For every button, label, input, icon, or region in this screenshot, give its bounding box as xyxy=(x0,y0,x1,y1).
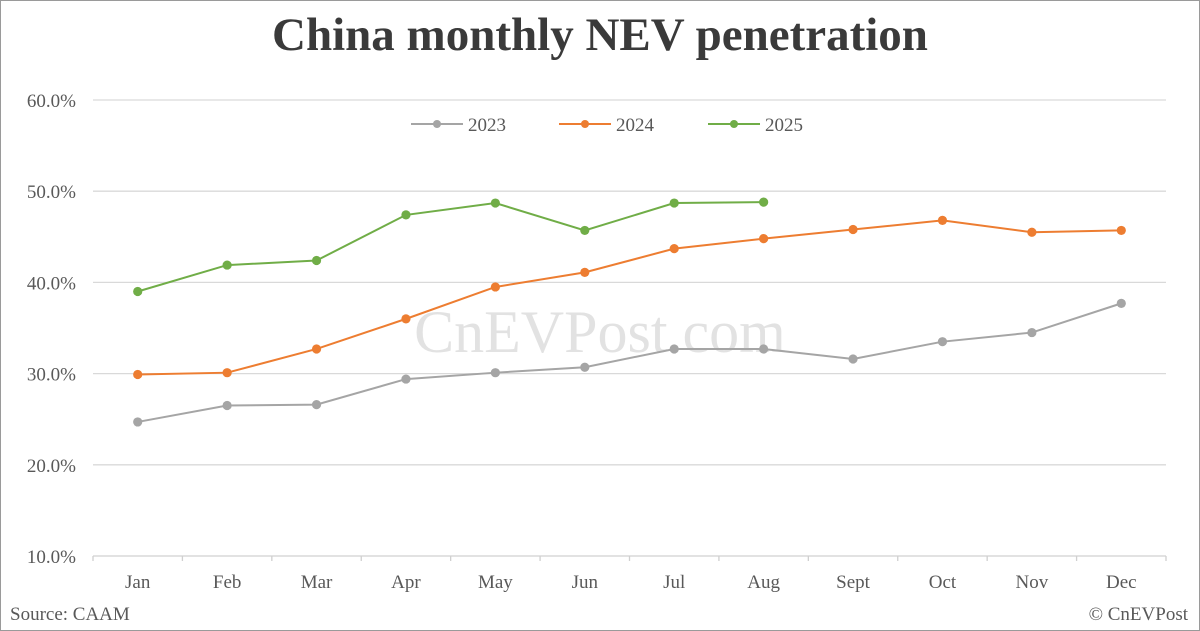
data-point xyxy=(222,368,232,378)
x-tick-label: Oct xyxy=(929,572,957,593)
watermark: CnEVPost.com xyxy=(414,299,786,365)
data-point xyxy=(1027,327,1037,338)
x-tick-label: Feb xyxy=(213,572,242,593)
legend-label: 2024 xyxy=(616,115,655,136)
legend: 2023 2024 2025 xyxy=(411,115,803,136)
data-point xyxy=(1116,298,1126,308)
legend-label: 2025 xyxy=(765,115,803,136)
legend-swatch-marker xyxy=(433,120,441,128)
y-tick-label: 40.0% xyxy=(27,273,76,294)
y-tick-label: 60.0% xyxy=(27,91,76,112)
series-lines xyxy=(133,197,1126,427)
x-axis: Jan Feb Mar Apr May Jun Jul Aug Sept Oct Nov Dec xyxy=(92,555,1167,593)
legend-label: 2023 xyxy=(468,115,506,136)
x-tick-label: May xyxy=(478,572,513,593)
data-point xyxy=(1116,225,1126,236)
x-tick-label: Nov xyxy=(1016,572,1049,593)
legend-swatch-marker xyxy=(730,120,738,128)
series-2024 xyxy=(133,215,1126,380)
data-point xyxy=(311,344,322,354)
data-point xyxy=(222,260,232,270)
source-note: Source: CAAM xyxy=(10,604,130,625)
legend-item-2024: 2024 xyxy=(559,115,655,136)
data-point xyxy=(759,344,769,354)
data-point xyxy=(669,198,679,208)
data-point xyxy=(490,282,500,292)
series-line xyxy=(137,201,764,293)
data-point xyxy=(133,369,143,380)
data-point xyxy=(580,225,590,236)
data-point xyxy=(1027,227,1037,237)
x-tick-label: Aug xyxy=(747,572,780,593)
x-tick-label: Dec xyxy=(1106,572,1137,593)
x-tick-label: Mar xyxy=(301,572,333,593)
y-tick-label: 10.0% xyxy=(27,547,76,568)
y-axis: 10.0% 20.0% 30.0% 40.0% 50.0% 60.0% xyxy=(27,91,76,568)
data-point xyxy=(848,354,858,364)
data-point xyxy=(669,344,679,354)
data-point xyxy=(937,337,948,347)
data-point xyxy=(401,210,411,220)
data-point xyxy=(759,197,769,207)
y-tick-label: 50.0% xyxy=(27,182,76,203)
data-point xyxy=(222,400,232,411)
legend-swatch-marker xyxy=(581,120,589,128)
x-tick-label: Jan xyxy=(125,572,151,593)
copyright-note: © CnEVPost xyxy=(1088,604,1188,625)
x-tick-label: Jul xyxy=(663,572,685,593)
legend-item-2025: 2025 xyxy=(708,115,803,136)
x-tick-label: Sept xyxy=(836,572,871,593)
data-point xyxy=(490,198,500,208)
y-tick-label: 20.0% xyxy=(27,456,76,477)
data-point xyxy=(937,215,948,225)
data-point xyxy=(133,417,143,427)
data-point xyxy=(580,267,590,277)
series-line xyxy=(137,219,1122,376)
x-tick-label: Apr xyxy=(391,572,421,593)
y-tick-label: 30.0% xyxy=(27,365,76,386)
gridlines xyxy=(93,99,1166,466)
data-point xyxy=(133,286,143,297)
series-line xyxy=(137,302,1122,423)
chart-title: China monthly NEV penetration xyxy=(272,9,928,61)
data-point xyxy=(580,362,590,372)
data-point xyxy=(401,314,411,324)
data-point xyxy=(490,368,500,378)
data-point xyxy=(311,255,322,266)
data-point xyxy=(669,244,679,254)
series-2025 xyxy=(133,197,769,297)
data-point xyxy=(848,224,858,235)
data-point xyxy=(759,234,769,244)
x-tick-label: Jun xyxy=(572,572,599,593)
series-2023 xyxy=(133,298,1126,427)
data-point xyxy=(311,400,322,410)
data-point xyxy=(401,374,411,384)
legend-item-2023: 2023 xyxy=(411,115,506,136)
